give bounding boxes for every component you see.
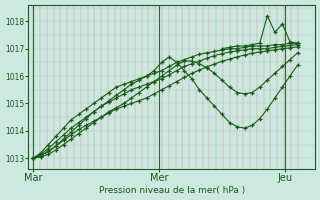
X-axis label: Pression niveau de la mer( hPa ): Pression niveau de la mer( hPa ): [99, 186, 245, 195]
